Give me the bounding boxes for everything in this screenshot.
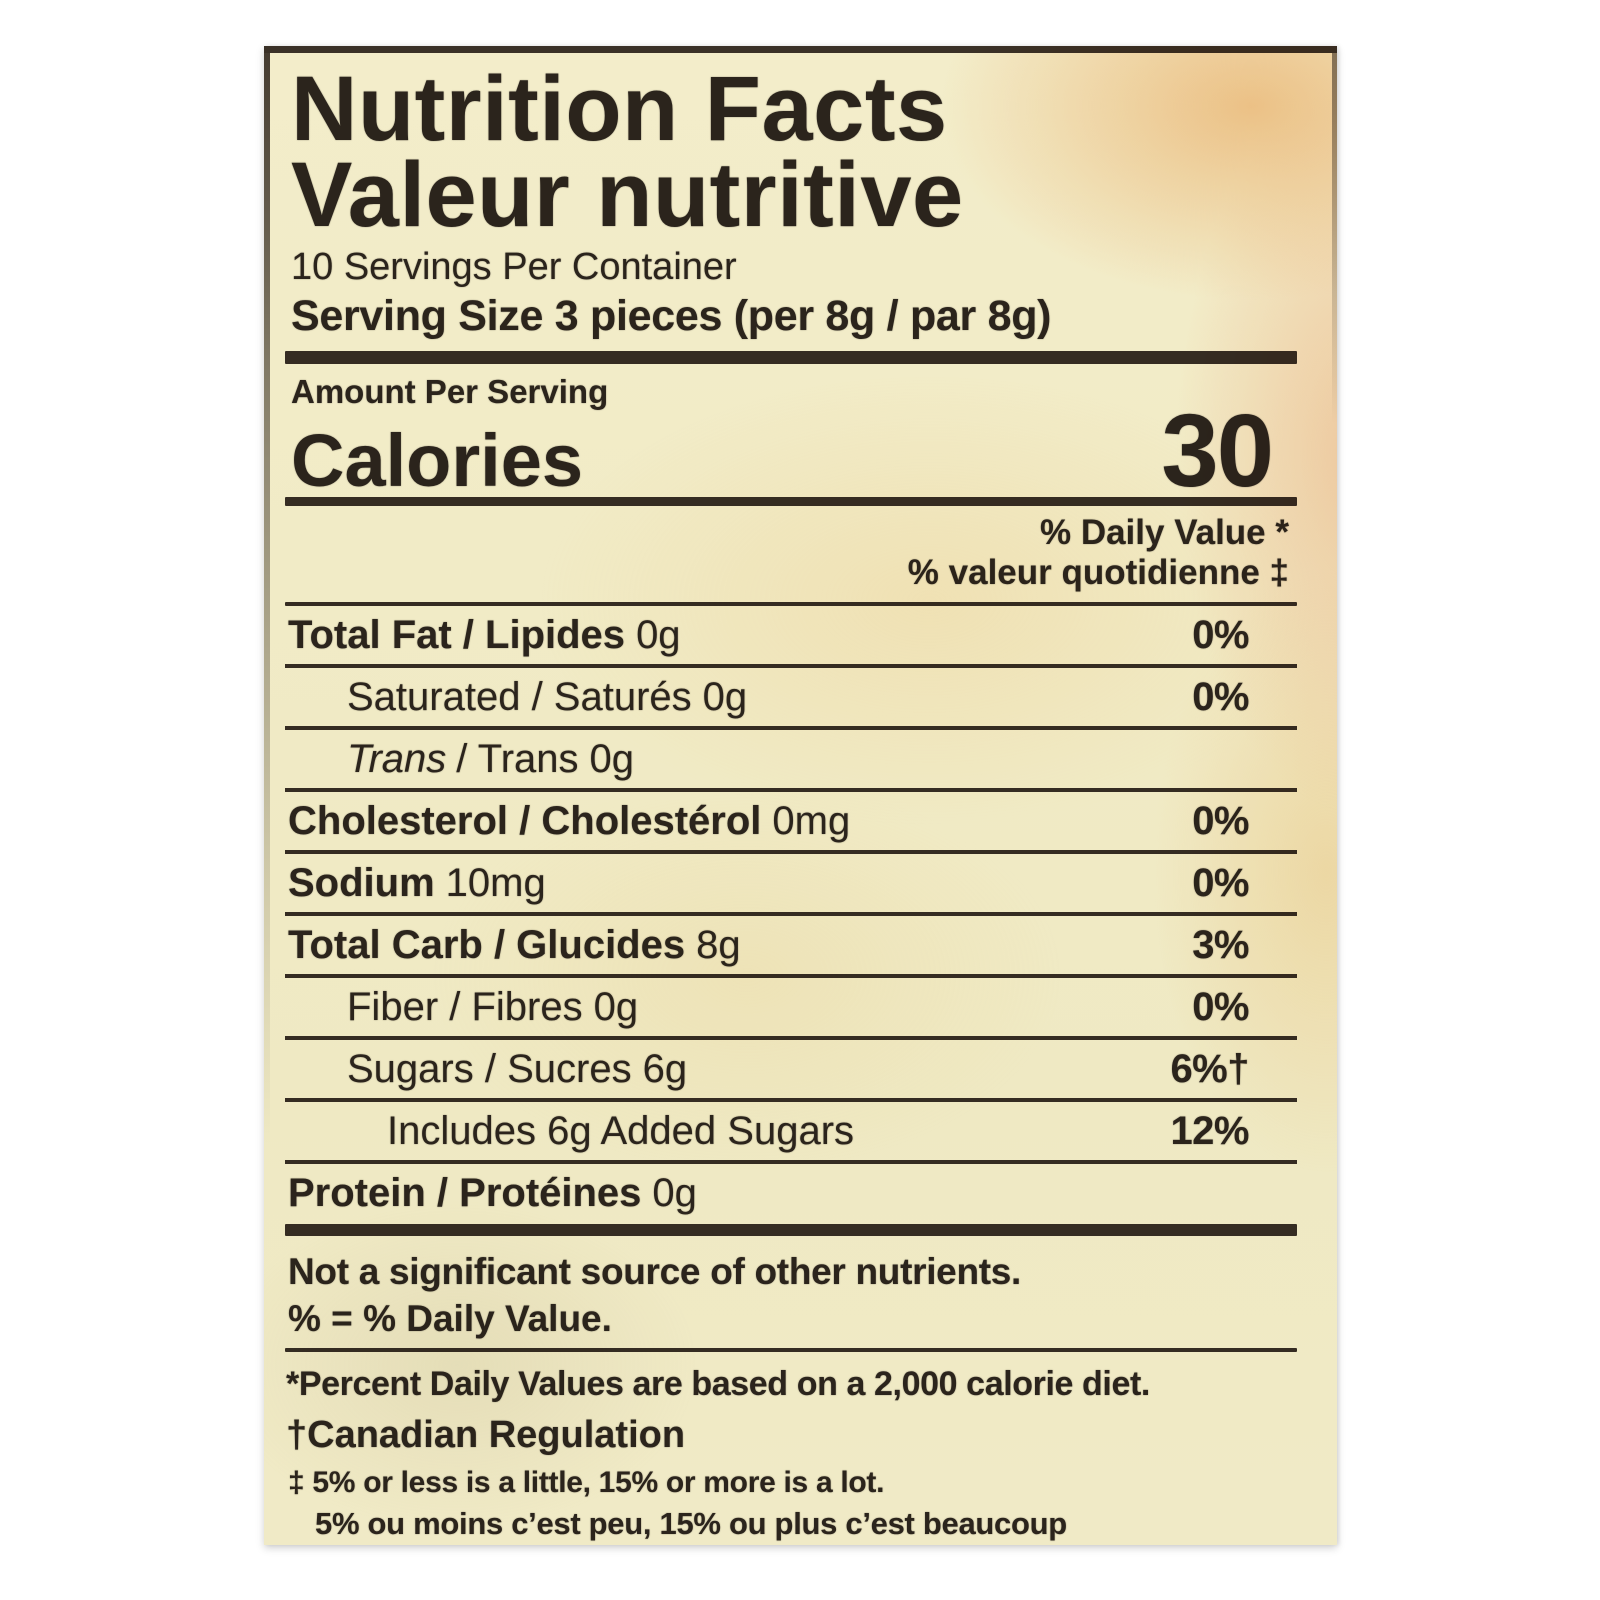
footnote-not-significant: Not a significant source of other nutrie…	[288, 1251, 1022, 1292]
nutrient-name: Includes 6g Added Sugars	[387, 1109, 855, 1153]
nutrient-row-cholesterol: Cholesterol / Cholestérol 0mg 0%	[285, 792, 1297, 854]
footnote-percent-dv: % = % Daily Value.	[288, 1298, 612, 1339]
nutrient-name: Sugars / Sucres	[347, 1047, 632, 1091]
divider-medium-calories	[285, 497, 1297, 506]
nutrient-amount: 6g	[642, 1047, 688, 1091]
nutrient-row-trans-fat: Trans / Trans 0g	[285, 730, 1297, 792]
nutrient-dv: 3%	[1192, 923, 1249, 967]
footnote-dagger: †Canadian Regulation	[286, 1414, 686, 1456]
nutrient-name: Saturated / Saturés	[347, 675, 692, 719]
nutrient-amount: 0g	[652, 1171, 697, 1215]
calories-label: Calories	[291, 419, 584, 502]
nutrient-amount: 0g	[702, 675, 748, 719]
nutrient-row-sugars: Sugars / Sucres 6g 6%†	[285, 1040, 1297, 1102]
divider-thin-footnote	[285, 1348, 1297, 1352]
nutrient-dv: 0%	[1192, 985, 1249, 1029]
nutrition-facts-label: Nutrition Facts Valeur nutritive 10 Serv…	[264, 46, 1337, 1545]
nutrient-name: Sodium	[288, 861, 435, 905]
calories-row: Calories 30	[285, 393, 1297, 508]
divider-thick-top	[285, 351, 1297, 364]
footnote-double-dagger-fr: 5% ou moins c’est peu, 15% ou plus c’est…	[315, 1506, 1067, 1541]
label-right-edge	[1332, 46, 1337, 466]
nutrient-dv: 0%	[1192, 861, 1249, 905]
nutrient-row-sodium: Sodium 10mg 0%	[285, 854, 1297, 916]
title-english: Nutrition Facts	[291, 58, 948, 160]
nutrient-amount: 0mg	[772, 799, 851, 843]
divider-thick-bottom	[285, 1224, 1297, 1236]
nutrient-dv: 0%	[1192, 799, 1249, 843]
footnote-asterisk: *Percent Daily Values are based on a 2,0…	[286, 1365, 1150, 1403]
nutrient-amount: 10mg	[445, 861, 546, 905]
divider-thin-header	[285, 602, 1297, 606]
nutrient-row-fiber: Fiber / Fibres 0g 0%	[285, 978, 1297, 1040]
nutrient-amount: 0g	[636, 613, 681, 657]
servings-per-container: 10 Servings Per Container	[291, 246, 737, 288]
footnote-double-dagger-en: ‡ 5% or less is a little, 15% or more is…	[288, 1466, 885, 1499]
calories-value: 30	[1161, 393, 1274, 508]
nutrient-dv: 0%	[1192, 613, 1249, 657]
nutrient-row-protein: Protein / Protéines 0g	[285, 1164, 1297, 1222]
daily-value-header-en: % Daily Value *	[1039, 513, 1289, 552]
nutrient-name-italic: Trans	[347, 737, 447, 781]
nutrient-table: Total Fat / Lipides 0g 0% Saturated / Sat…	[285, 606, 1297, 1222]
nutrient-name: Cholesterol / Cholestérol	[288, 799, 762, 843]
nutrient-name: Fiber / Fibres	[347, 985, 583, 1029]
title-french: Valeur nutritive	[291, 144, 964, 246]
daily-value-header-fr: % valeur quotidienne ‡	[907, 553, 1289, 592]
nutrient-row-total-carb: Total Carb / Glucides 8g 3%	[285, 916, 1297, 978]
nutrient-dv: 0%	[1192, 675, 1249, 719]
nutrient-amount: 8g	[696, 923, 741, 967]
nutrient-row-total-fat: Total Fat / Lipides 0g 0%	[285, 606, 1297, 668]
serving-size: Serving Size 3 pieces (per 8g / par 8g)	[291, 292, 1052, 340]
nutrient-name: Protein / Protéines	[288, 1171, 642, 1215]
nutrient-name: Total Fat / Lipides	[288, 613, 626, 657]
nutrient-row-added-sugars: Includes 6g Added Sugars 12%	[285, 1102, 1297, 1164]
nutrient-name: / Trans	[456, 737, 579, 781]
nutrient-amount: 0g	[589, 737, 635, 781]
nutrient-dv: 12%	[1170, 1109, 1249, 1153]
nutrient-amount: 0g	[593, 985, 639, 1029]
nutrient-row-saturated-fat: Saturated / Saturés 0g 0%	[285, 668, 1297, 730]
label-left-edge	[264, 46, 270, 1146]
nutrient-name: Total Carb / Glucides	[288, 923, 686, 967]
nutrient-dv: 6%†	[1170, 1047, 1249, 1091]
amount-per-serving-label: Amount Per Serving	[291, 373, 609, 410]
